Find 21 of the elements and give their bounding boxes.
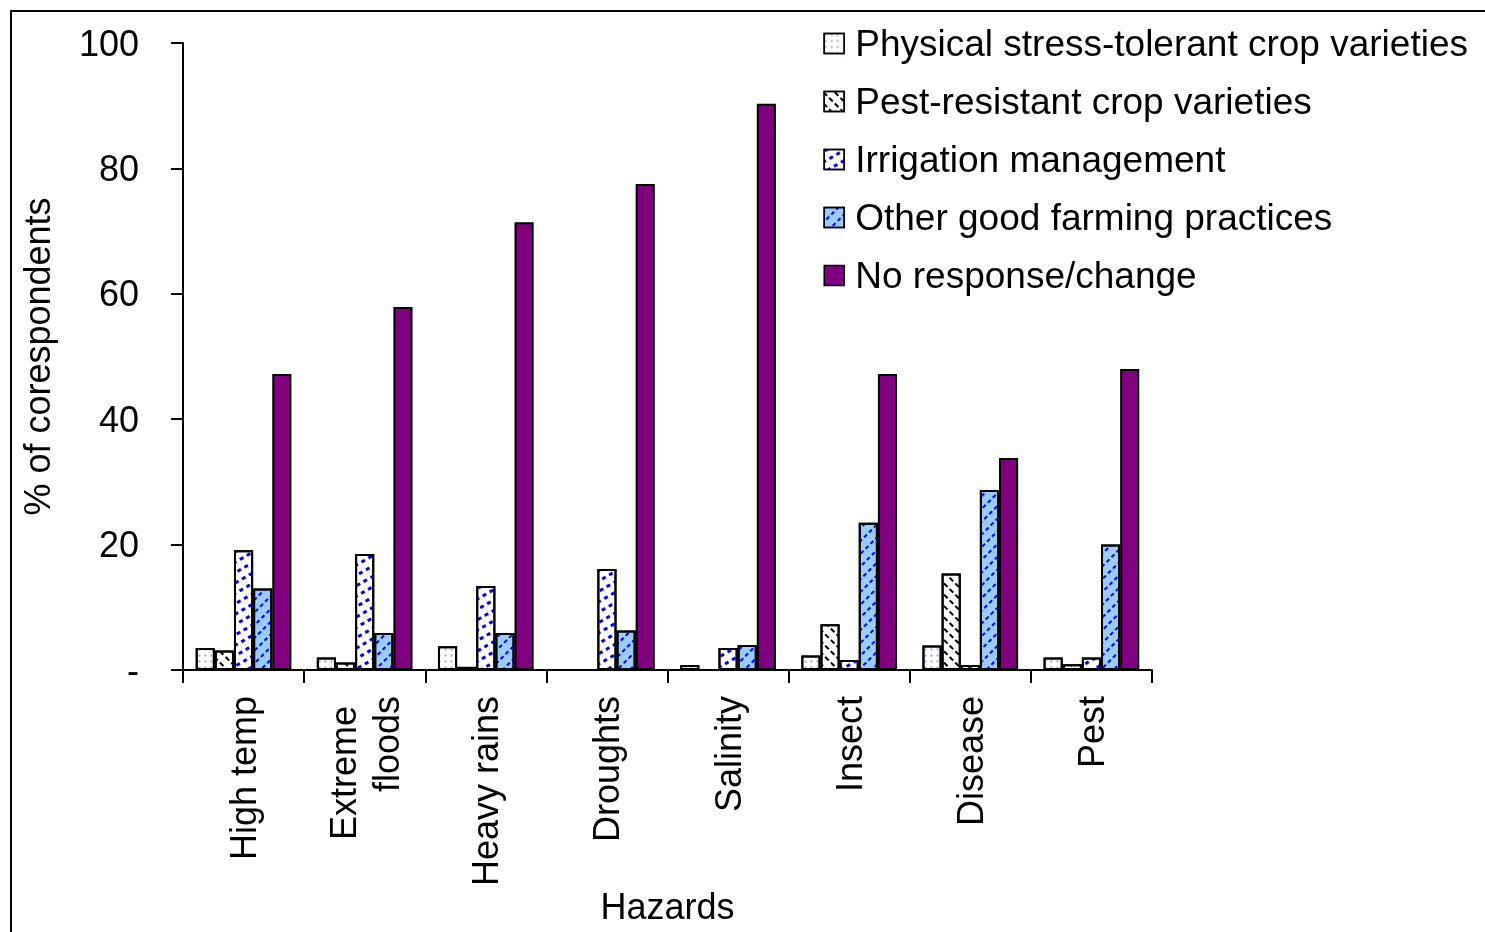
legend-label: Irrigation management	[855, 139, 1227, 180]
y-tick-label: 80	[98, 147, 139, 189]
x-tick-label: Heavy rains	[465, 696, 507, 887]
x-tick-label: Disease	[949, 696, 991, 827]
x-tick-label: Extreme floods	[322, 696, 407, 841]
y-tick-label: -	[127, 649, 139, 691]
y-tick-label: 40	[98, 398, 139, 440]
x-tick-label: Insect	[828, 696, 870, 793]
x-axis-title: Hazards	[600, 885, 735, 927]
x-tick-label: Salinity	[707, 696, 749, 813]
legend-label: Physical stress-tolerant crop varieties	[855, 23, 1468, 64]
x-tick-label: High temp	[223, 696, 265, 861]
y-axis-title: % of corespondents	[16, 197, 58, 516]
y-tick-label: 20	[98, 524, 139, 566]
legend-label: Other good farming practices	[855, 197, 1333, 238]
legend-label: Pest-resistant crop varieties	[855, 81, 1312, 122]
x-tick-label: Droughts	[586, 696, 628, 843]
y-tick-label: 100	[78, 22, 139, 64]
y-tick-label: 60	[98, 273, 139, 315]
x-tick-label: Pest	[1070, 696, 1112, 769]
legend-label: No response/change	[855, 255, 1197, 296]
